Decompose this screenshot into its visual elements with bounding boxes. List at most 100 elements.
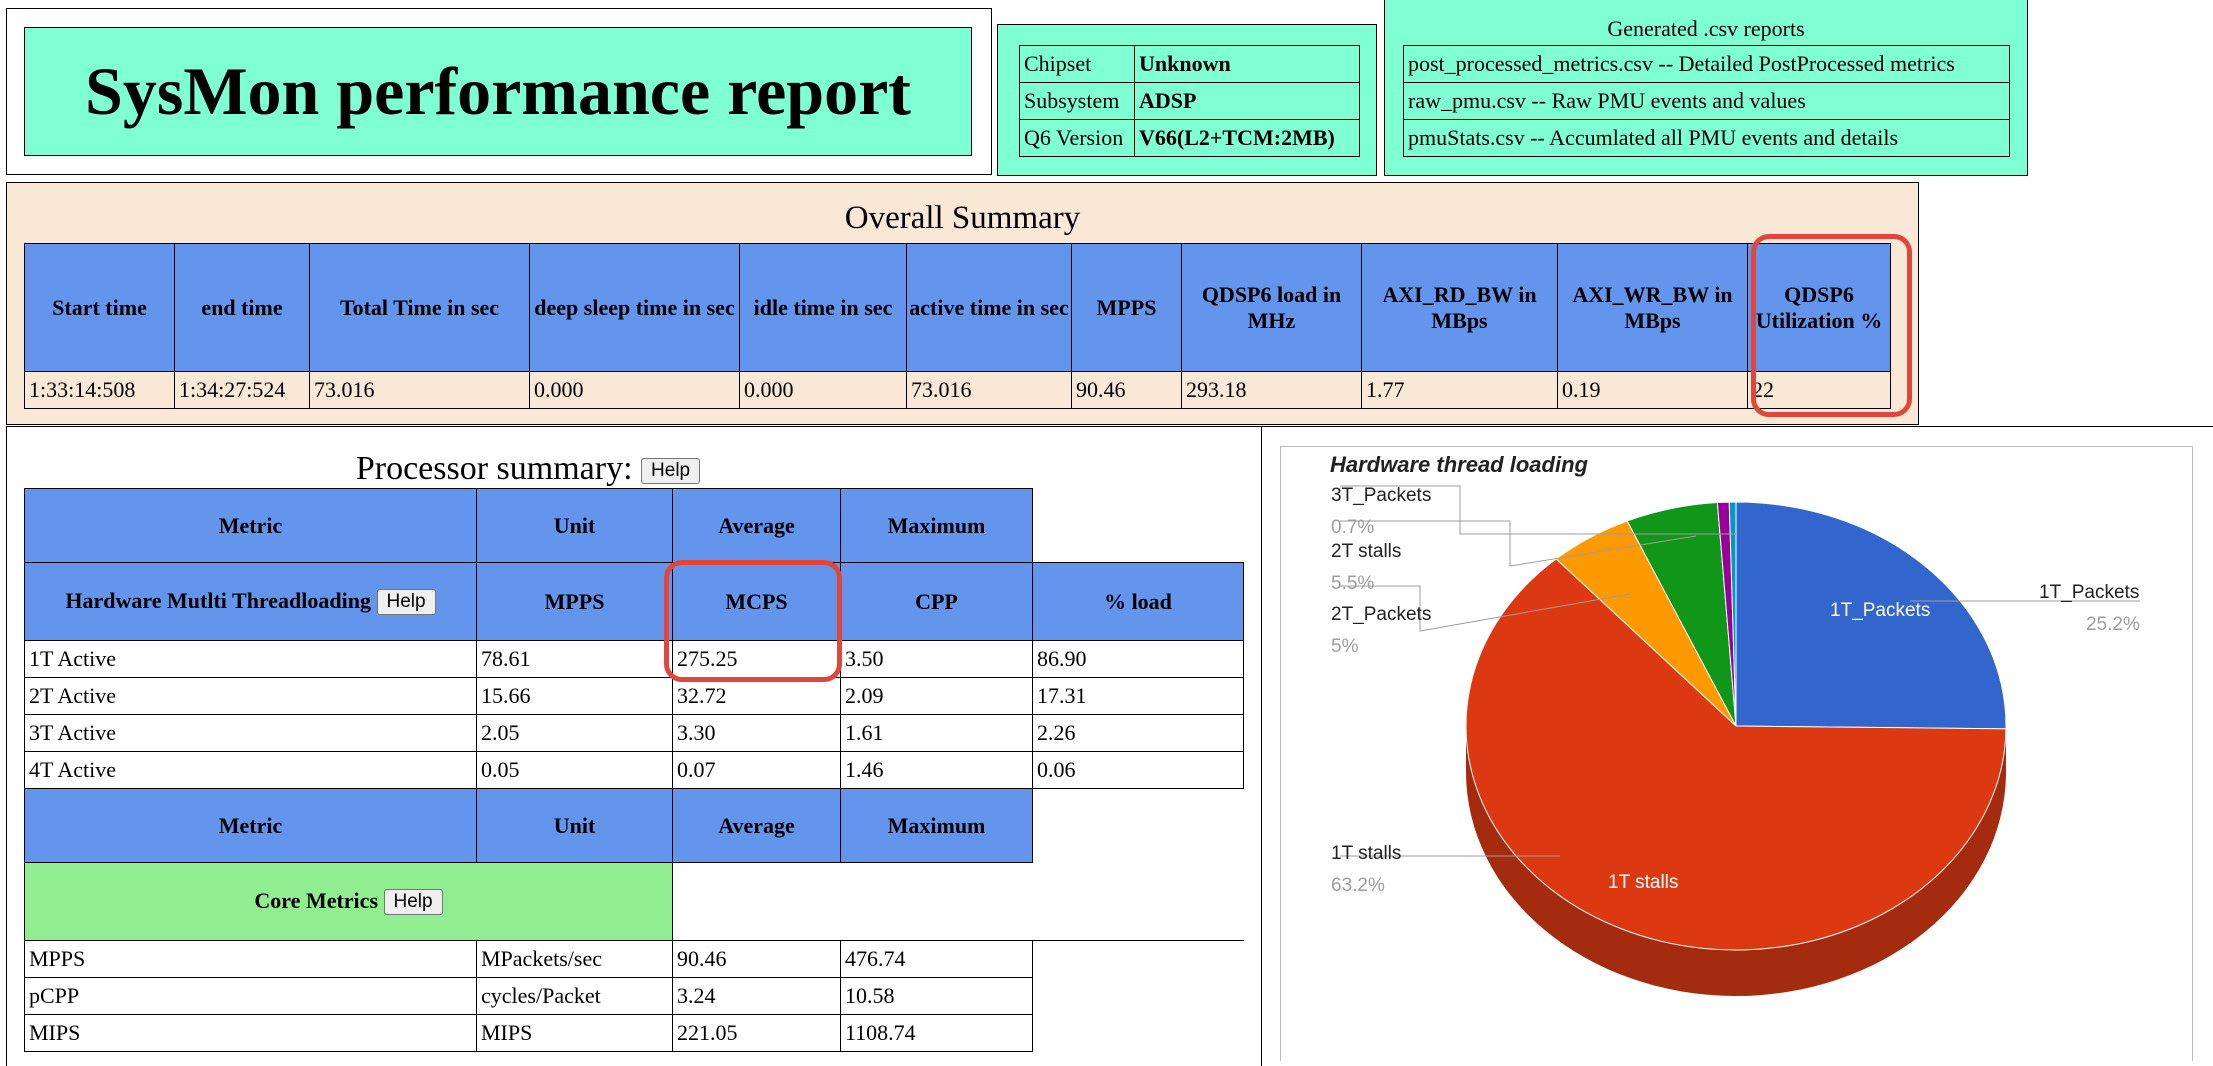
metric-header: Average — [673, 489, 841, 563]
core-help-button[interactable]: Help — [384, 889, 443, 915]
empty-cell — [1033, 489, 1244, 563]
hw-help-button[interactable]: Help — [377, 589, 436, 615]
overall-summary-table: Start time end time Total Time in sec de… — [24, 243, 1891, 409]
hw-cell: 1.46 — [841, 752, 1033, 789]
hw-cell: 2T Active — [25, 678, 477, 715]
summary-header: active time in sec — [907, 244, 1072, 372]
summary-header: AXI_WR_BW in MBps — [1558, 244, 1748, 372]
summary-header: Total Time in sec — [310, 244, 530, 372]
overall-summary-title: Overall Summary — [6, 200, 1919, 237]
hw-header: CPP — [841, 563, 1033, 641]
summary-value: 1:33:14:508 — [25, 372, 175, 409]
metric-header: Average — [673, 789, 841, 863]
empty-cell — [1033, 978, 1244, 1015]
summary-value: 1:34:27:524 — [175, 372, 310, 409]
hw-cell: 32.72 — [673, 678, 841, 715]
summary-value: 0.19 — [1558, 372, 1748, 409]
metric-header-row: Metric Unit Average Maximum — [25, 789, 1244, 863]
hw-cell: 86.90 — [1033, 641, 1244, 678]
metric-header: Unit — [477, 489, 673, 563]
csv-report-item: pmuStats.csv -- Accumlated all PMU event… — [1404, 120, 2010, 157]
legend-label-1t-stalls: 1T stalls — [1331, 843, 1401, 865]
csv-report-item: raw_pmu.csv -- Raw PMU events and values — [1404, 83, 2010, 120]
summary-value: 1.77 — [1362, 372, 1558, 409]
summary-header: AXI_RD_BW in MBps — [1362, 244, 1558, 372]
utilization-highlight — [1751, 234, 1912, 417]
legend-label-2t-stalls: 2T stalls — [1331, 541, 1401, 563]
core-cell: 3.24 — [673, 978, 841, 1015]
chip-label: Chipset — [1020, 46, 1135, 83]
hw-row: 4T Active 0.05 0.07 1.46 0.06 — [25, 752, 1244, 789]
hw-cell: 2.09 — [841, 678, 1033, 715]
hw-section-title-cell: Hardware Mutlti Threadloading Help — [25, 563, 477, 641]
metric-header-row: Metric Unit Average Maximum — [25, 489, 1244, 563]
summary-header: MPPS — [1072, 244, 1182, 372]
hw-header: % load — [1033, 563, 1244, 641]
slice-label-1t-packets: 1T_Packets — [1830, 600, 1930, 622]
processor-help-button[interactable]: Help — [641, 458, 700, 484]
hw-cell: 3.30 — [673, 715, 841, 752]
core-cell: 10.58 — [841, 978, 1033, 1015]
hw-cell: 2.26 — [1033, 715, 1244, 752]
core-cell: cycles/Packet — [477, 978, 673, 1015]
summary-value: 90.46 — [1072, 372, 1182, 409]
core-row: MIPS MIPS 221.05 1108.74 — [25, 1015, 1244, 1052]
chip-label: Subsystem — [1020, 83, 1135, 120]
hw-cell: 4T Active — [25, 752, 477, 789]
legend-label-1t-packets: 1T_Packets — [2039, 582, 2139, 604]
chip-value: Unknown — [1135, 46, 1360, 83]
hw-cell: 1.61 — [841, 715, 1033, 752]
core-section-title-cell: Core Metrics Help — [25, 863, 673, 941]
hw-row: 2T Active 15.66 32.72 2.09 17.31 — [25, 678, 1244, 715]
hw-cell: 0.07 — [673, 752, 841, 789]
legend-pct-1t-packets: 25.2% — [2086, 614, 2140, 636]
legend-label-3t-packets: 3T_Packets — [1331, 485, 1431, 507]
hw-cell: 78.61 — [477, 641, 673, 678]
core-cell: 90.46 — [673, 941, 841, 978]
metric-header: Metric — [25, 789, 477, 863]
core-cell: 1108.74 — [841, 1015, 1033, 1052]
pie-chart — [1280, 446, 2193, 1061]
summary-header: Start time — [25, 244, 175, 372]
hw-row: 3T Active 2.05 3.30 1.61 2.26 — [25, 715, 1244, 752]
core-cell: 221.05 — [673, 1015, 841, 1052]
hw-cell: 0.05 — [477, 752, 673, 789]
csv-report-row: post_processed_metrics.csv -- Detailed P… — [1404, 46, 2010, 83]
metric-header: Unit — [477, 789, 673, 863]
core-row: pCPP cycles/Packet 3.24 10.58 — [25, 978, 1244, 1015]
chip-label: Q6 Version — [1020, 120, 1135, 157]
chip-value: ADSP — [1135, 83, 1360, 120]
empty-cell — [673, 863, 1244, 941]
summary-value: 0.000 — [740, 372, 907, 409]
summary-value: 73.016 — [907, 372, 1072, 409]
core-section-title: Core Metrics — [254, 888, 378, 913]
hw-cell: 1T Active — [25, 641, 477, 678]
csv-report-item: post_processed_metrics.csv -- Detailed P… — [1404, 46, 2010, 83]
summary-header: idle time in sec — [740, 244, 907, 372]
hw-cell: 17.31 — [1033, 678, 1244, 715]
core-cell: MPPS — [25, 941, 477, 978]
csv-report-row: pmuStats.csv -- Accumlated all PMU event… — [1404, 120, 2010, 157]
empty-cell — [1033, 941, 1244, 978]
summary-header-row: Start time end time Total Time in sec de… — [25, 244, 1891, 372]
slice-label-1t-stalls: 1T stalls — [1608, 872, 1678, 894]
hw-cell: 3T Active — [25, 715, 477, 752]
summary-header: end time — [175, 244, 310, 372]
summary-value: 0.000 — [530, 372, 740, 409]
metric-header: Maximum — [841, 489, 1033, 563]
core-cell: MIPS — [477, 1015, 673, 1052]
metric-header: Maximum — [841, 789, 1033, 863]
processor-summary-heading: Processor summary: Help — [24, 450, 1032, 488]
legend-pct-3t-packets: 0.7% — [1331, 517, 1374, 539]
hw-cell: 0.06 — [1033, 752, 1244, 789]
core-header-row: Core Metrics Help — [25, 863, 1244, 941]
processor-summary-table: Metric Unit Average Maximum Hardware Mut… — [24, 488, 1244, 1052]
mcps-highlight — [664, 560, 842, 682]
csv-reports-table: post_processed_metrics.csv -- Detailed P… — [1403, 45, 2010, 157]
core-cell: pCPP — [25, 978, 477, 1015]
hw-section-title: Hardware Mutlti Threadloading — [65, 588, 371, 613]
